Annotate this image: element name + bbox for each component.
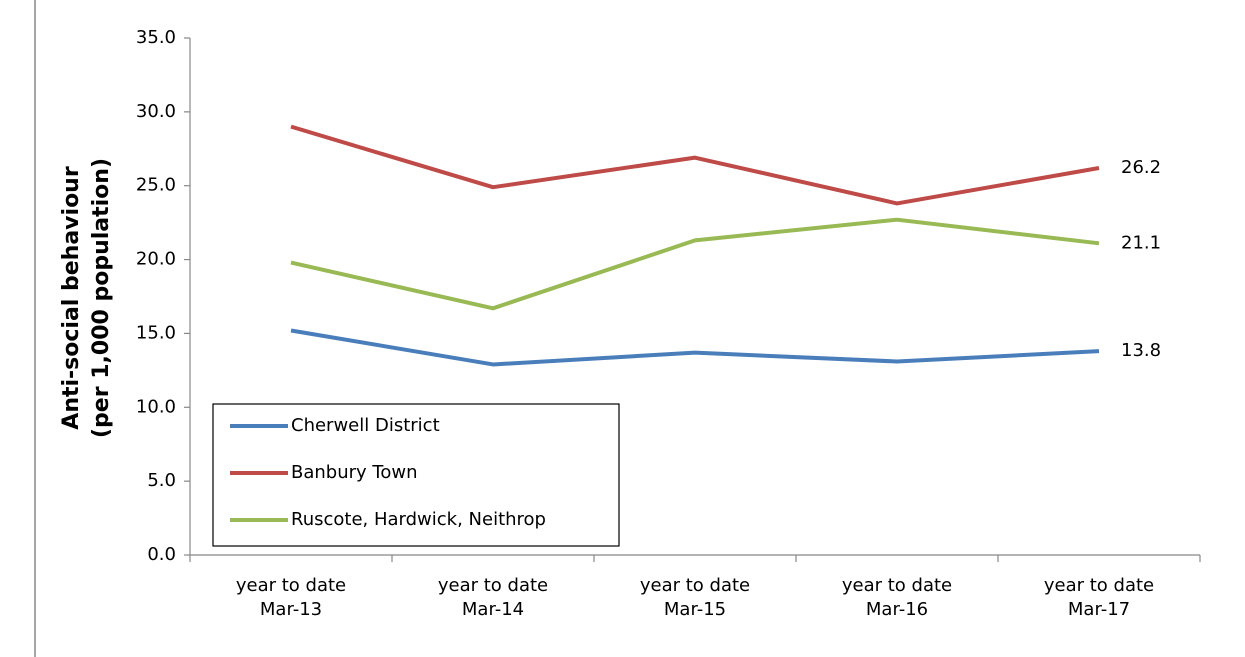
y-axis-label: (per 1,000 population) (89, 158, 114, 438)
data-label: 26.2 (1121, 157, 1161, 178)
y-tick-label: 35.0 (136, 27, 176, 48)
chart-frame (34, 0, 36, 657)
y-tick-label: 0.0 (147, 544, 176, 565)
x-tick-label: year to date Mar-17 (1043, 575, 1155, 620)
series-line (290, 217, 1100, 311)
legend-label: Ruscote, Hardwick, Neithrop (291, 509, 546, 530)
series-line (290, 124, 1100, 206)
x-tick-label: year to date Mar-13 (235, 575, 347, 620)
x-tick-label: year to date Mar-14 (437, 575, 549, 620)
y-axis-label: Anti-social behaviour (59, 166, 84, 430)
legend-label: Banbury Town (291, 462, 417, 483)
legend-label: Cherwell District (291, 415, 440, 436)
y-tick-label: 15.0 (136, 322, 176, 343)
x-tick-label: year to date Mar-15 (639, 575, 751, 620)
x-tick-label: year to date Mar-16 (841, 575, 953, 620)
data-label: 13.8 (1121, 340, 1161, 361)
y-tick-label: 10.0 (136, 396, 176, 417)
y-tick-label: 5.0 (147, 470, 176, 491)
data-label: 21.1 (1121, 232, 1161, 253)
series-line (290, 328, 1100, 367)
y-tick-label: 30.0 (136, 101, 176, 122)
y-tick-label: 20.0 (136, 249, 176, 270)
y-tick-label: 25.0 (136, 175, 176, 196)
